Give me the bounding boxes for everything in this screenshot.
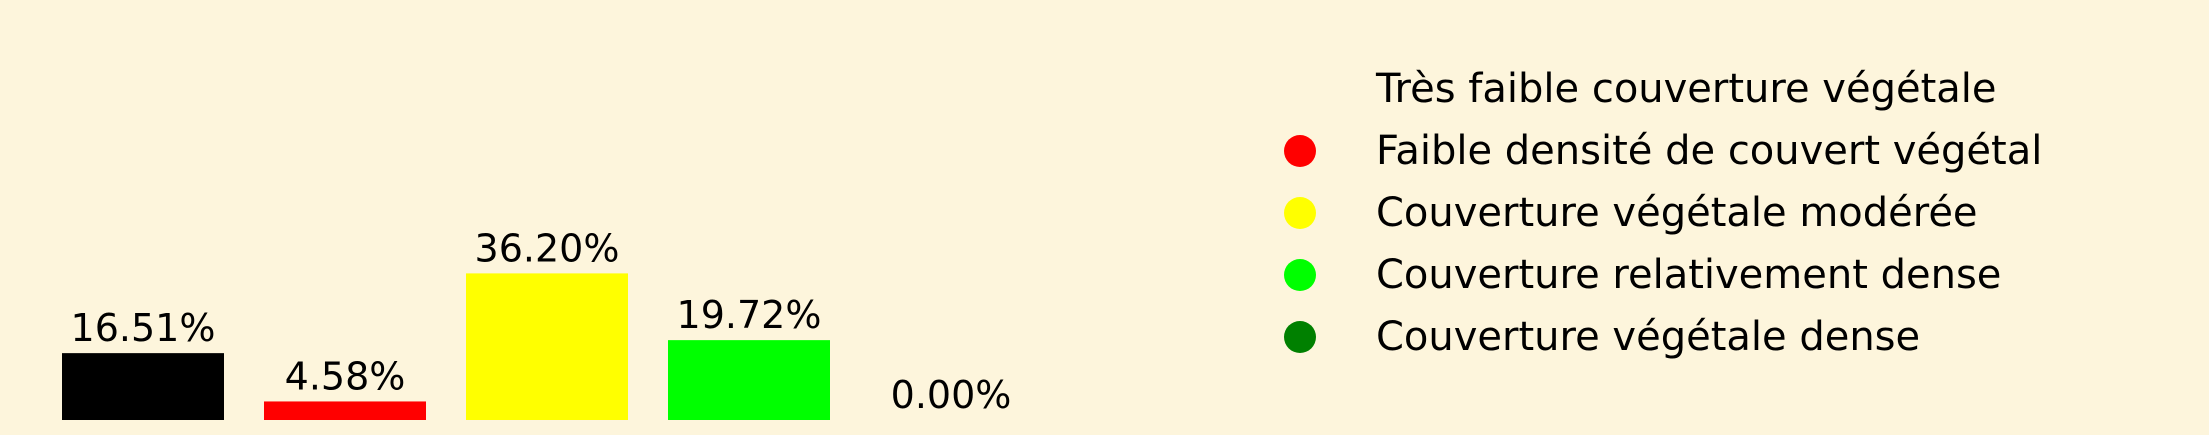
legend-marker-1 <box>1284 135 1316 167</box>
legend-item-2: Couverture végétale modérée <box>1270 182 2042 244</box>
legend-label-2: Couverture végétale modérée <box>1376 190 1978 236</box>
legend: Très faible couverture végétale Faible d… <box>1270 58 2042 368</box>
legend-item-3: Couverture relativement dense <box>1270 244 2042 306</box>
legend-marker-0 <box>1284 73 1316 105</box>
bar-3 <box>668 340 830 420</box>
legend-label-1: Faible densité de couvert végétal <box>1376 128 2043 174</box>
legend-marker-2 <box>1284 197 1316 229</box>
legend-item-0: Très faible couverture végétale <box>1270 58 2042 120</box>
data-label-0: 16.51% <box>71 306 216 350</box>
legend-item-4: Couverture végétale dense <box>1270 306 2042 368</box>
legend-label-0: Très faible couverture végétale <box>1376 66 1997 112</box>
data-label-2: 36.20% <box>475 226 620 270</box>
legend-label-3: Couverture relativement dense <box>1376 252 2002 298</box>
legend-label-4: Couverture végétale dense <box>1376 314 1921 360</box>
data-label-1: 4.58% <box>285 354 406 398</box>
bar-2 <box>466 273 628 420</box>
legend-item-1: Faible densité de couvert végétal <box>1270 120 2042 182</box>
legend-marker-4 <box>1284 321 1316 353</box>
bar-1 <box>264 401 426 420</box>
legend-marker-3 <box>1284 259 1316 291</box>
data-label-3: 19.72% <box>677 293 822 337</box>
bar-0 <box>62 353 224 420</box>
data-label-4: 0.00% <box>891 373 1012 417</box>
